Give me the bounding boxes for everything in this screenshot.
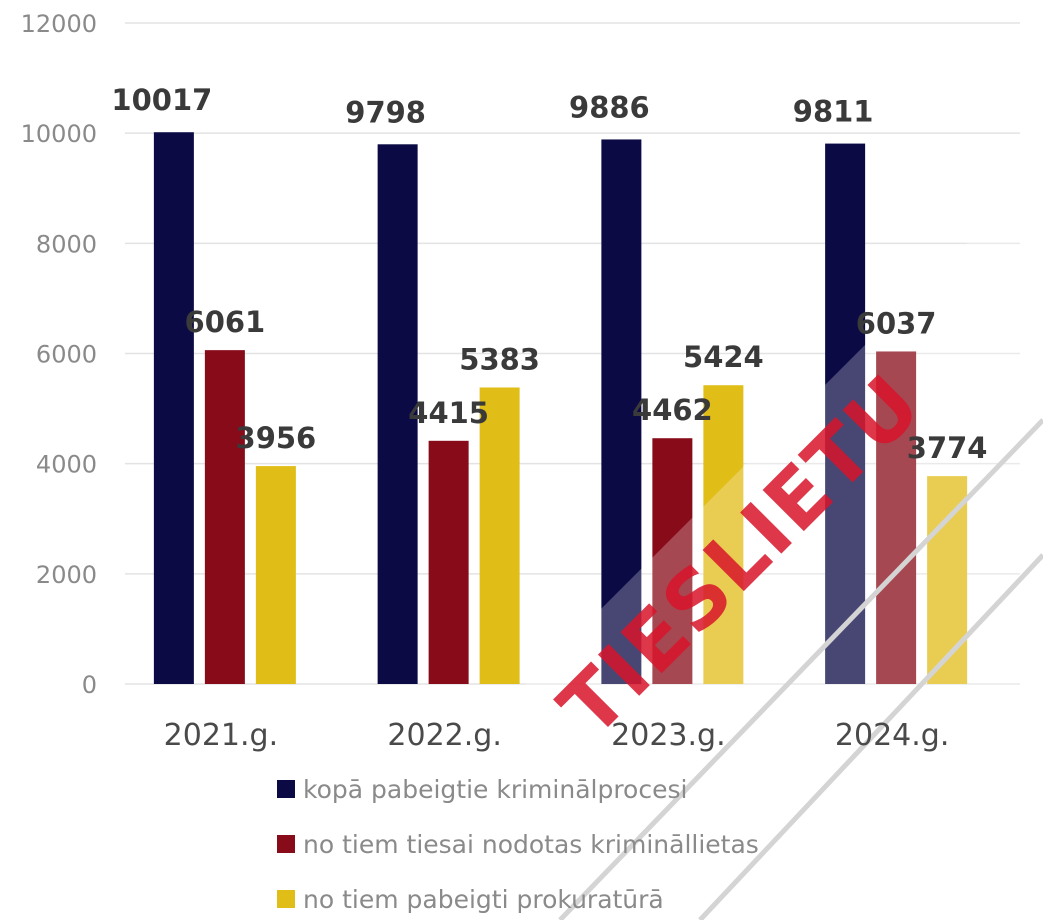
legend-swatch	[277, 780, 295, 798]
y-axis-tick-labels: 0 2000 4000 6000 8000 10000 12000	[21, 10, 97, 699]
bar-2-2021.g.	[204, 350, 245, 684]
bar-1-2021.g.	[153, 132, 194, 685]
y-tick-label: 12000	[21, 10, 97, 38]
data-label: 10017	[111, 83, 212, 117]
bar-3-2023.g.	[703, 385, 744, 684]
x-category-label: 2024.g.	[835, 718, 949, 753]
bar-3-2022.g.	[479, 387, 520, 684]
data-label: 9886	[569, 90, 650, 124]
legend: kopā pabeigtie kriminālprocesi no tiem ti…	[277, 775, 759, 914]
bars	[153, 132, 968, 685]
bar-3-2024.g.	[927, 476, 968, 684]
data-label: 5424	[683, 340, 764, 374]
legend-swatch	[277, 835, 295, 853]
bar-1-2024.g.	[825, 143, 866, 685]
x-axis-category-labels: 2021.g. 2022.g. 2023.g. 2024.g.	[164, 718, 950, 753]
bar-3-2021.g.	[255, 466, 296, 684]
data-label: 9811	[793, 95, 874, 129]
x-category-label: 2023.g.	[611, 718, 725, 753]
x-category-label: 2021.g.	[164, 718, 278, 753]
x-category-label: 2022.g.	[387, 718, 501, 753]
legend-label: no tiem tiesai nodotas krimināllietas	[303, 830, 759, 859]
data-label: 4462	[632, 393, 713, 427]
y-tick-label: 0	[82, 671, 97, 699]
watermark-stripes	[558, 418, 1043, 922]
bar-2-2022.g.	[428, 440, 469, 684]
y-tick-label: 10000	[21, 120, 97, 148]
data-label: 3774	[907, 431, 988, 465]
data-label: 5383	[459, 342, 540, 376]
bar-1-2022.g.	[377, 144, 418, 684]
data-label: 3956	[236, 421, 317, 455]
data-label: 9798	[345, 95, 426, 129]
data-label: 4415	[408, 396, 489, 430]
legend-swatch	[277, 890, 295, 908]
data-label: 6061	[185, 305, 266, 339]
y-tick-label: 4000	[36, 451, 97, 479]
y-tick-label: 8000	[36, 230, 97, 258]
y-tick-label: 6000	[36, 341, 97, 369]
bar-2-2024.g.	[876, 351, 917, 684]
bar-2-2023.g.	[652, 438, 693, 684]
data-labels: 10017 6061 3956 9798 4415 5383 9886 4462 5424 981…	[111, 83, 987, 465]
legend-label: kopā pabeigtie kriminālprocesi	[303, 775, 687, 804]
data-label: 6037	[856, 306, 937, 340]
bar-1-2023.g.	[601, 139, 642, 684]
y-tick-label: 2000	[36, 561, 97, 589]
legend-label: no tiem pabeigti prokuratūrā	[303, 885, 664, 914]
